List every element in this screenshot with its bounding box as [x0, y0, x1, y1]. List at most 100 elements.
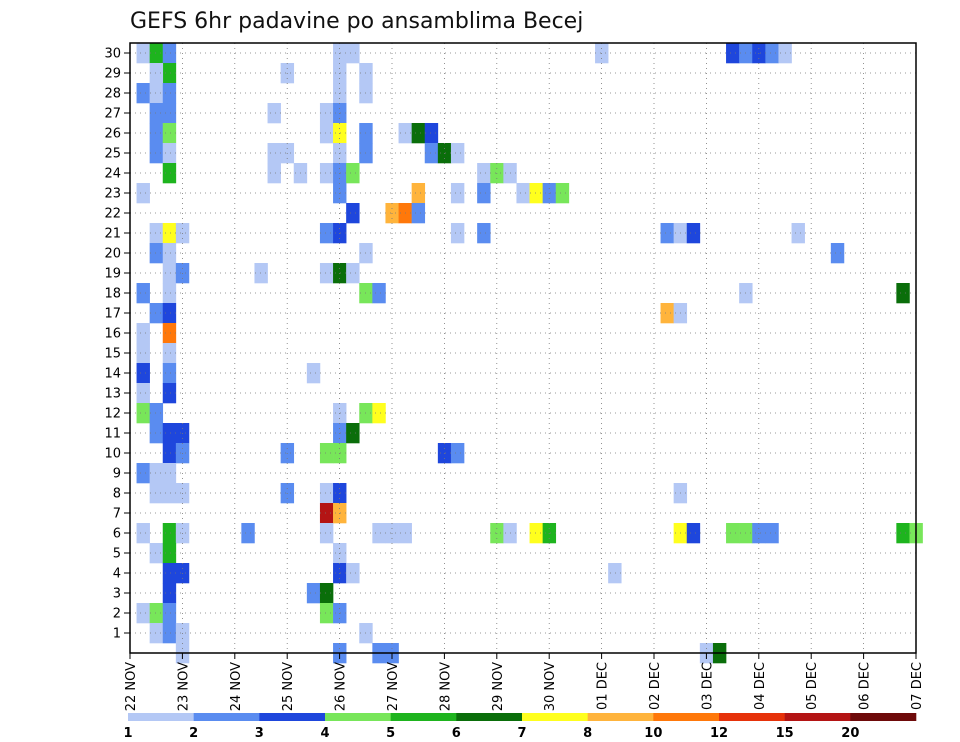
- heatmap-cell: [162, 103, 177, 124]
- y-tick-label: 1: [113, 627, 121, 642]
- x-tick-label: 07 DEC: [910, 662, 925, 710]
- x-tick-label: 29 NOV: [491, 662, 506, 711]
- heatmap-cell: [267, 103, 281, 124]
- y-tick-label: 24: [104, 167, 121, 182]
- heatmap-cell: [162, 323, 177, 344]
- heatmap-cell: [477, 183, 491, 204]
- legend-swatch: [325, 713, 391, 721]
- heatmap-cell: [149, 63, 164, 84]
- heatmap-cell: [319, 123, 334, 144]
- y-tick-label: 28: [104, 87, 121, 102]
- heatmap-cell: [136, 343, 150, 364]
- heatmap-cell: [306, 583, 321, 604]
- heatmap-cell: [162, 383, 177, 404]
- legend-label: 1: [123, 726, 132, 741]
- heatmap-cell: [319, 263, 334, 284]
- heatmap-cell: [830, 243, 845, 264]
- x-tick-label: 01 DEC: [596, 662, 611, 710]
- heatmap-cell: [319, 103, 334, 124]
- legend-label: 3: [255, 726, 264, 741]
- heatmap-cell: [149, 143, 164, 164]
- heatmap-cell: [319, 443, 334, 464]
- heatmap-cell: [149, 223, 164, 244]
- heatmap-cell: [346, 43, 360, 64]
- heatmap-cell: [162, 463, 177, 484]
- legend-swatch: [456, 713, 523, 721]
- y-tick-label: 3: [113, 587, 121, 602]
- heatmap-cell: [267, 163, 281, 184]
- heatmap-cell: [791, 223, 805, 244]
- heatmap-cell: [136, 603, 150, 624]
- heatmap-cell: [319, 503, 334, 524]
- heatmap-cell: [529, 183, 543, 204]
- heatmap-cell: [136, 183, 150, 204]
- heatmap-cell: [660, 303, 674, 324]
- heatmap-cell: [162, 443, 177, 464]
- legend-label: 15: [776, 726, 794, 741]
- heatmap-cell: [162, 143, 177, 164]
- heatmap-cell: [765, 523, 779, 544]
- x-axis: 22 NOV 23 NOV 24 NOV 25 NOV 26 NOV 27 NOV 28 N…: [124, 653, 925, 711]
- legend-swatch: [850, 713, 917, 721]
- heatmap-cell: [162, 43, 177, 64]
- y-tick-label: 4: [113, 567, 121, 582]
- y-tick-label: 5: [113, 547, 121, 562]
- legend-label: 5: [386, 726, 395, 741]
- heatmap-cell: [726, 523, 740, 544]
- plot-frame: [129, 42, 917, 654]
- y-tick-label: 18: [104, 287, 121, 302]
- heatmap-cell: [424, 143, 439, 164]
- heatmap-cell: [686, 523, 701, 544]
- heatmap-cell: [149, 403, 164, 424]
- legend-swatch: [587, 713, 654, 721]
- legend-swatch: [193, 713, 260, 721]
- legend-label: 20: [841, 726, 859, 741]
- grid-lines: [130, 43, 916, 653]
- heatmap-cell: [136, 83, 150, 104]
- legend-swatch: [653, 713, 720, 721]
- heatmap-cell: [149, 483, 164, 504]
- heatmap-cell: [555, 183, 570, 204]
- heatmap-cell: [726, 43, 740, 64]
- x-tick-label: 03 DEC: [700, 662, 715, 710]
- heatmap-cell: [162, 483, 177, 504]
- heatmap-cell: [149, 623, 164, 644]
- heatmap-cell: [149, 83, 164, 104]
- heatmap-cell: [450, 443, 465, 464]
- y-tick-label: 10: [104, 447, 121, 462]
- x-tick-label: 24 NOV: [229, 662, 244, 711]
- heatmap-cell: [149, 43, 164, 64]
- heatmap-cell: [162, 623, 177, 644]
- heatmap-cell: [319, 163, 334, 184]
- heatmap-cell: [149, 603, 164, 624]
- legend-swatch: [522, 713, 588, 721]
- x-tick-label: 23 NOV: [176, 662, 191, 711]
- heatmap-cell: [149, 243, 164, 264]
- heatmap-cell: [319, 523, 334, 544]
- heatmap-cell: [162, 343, 177, 364]
- heatmap-cell: [136, 523, 150, 544]
- x-tick-label: 06 DEC: [858, 662, 873, 710]
- heatmap-cell: [149, 103, 164, 124]
- x-tick-label: 30 NOV: [543, 662, 558, 711]
- heatmap-cell: [162, 563, 177, 584]
- heatmap-cell: [529, 523, 543, 544]
- x-tick-label: 28 NOV: [438, 662, 453, 711]
- heatmap-cell: [686, 223, 701, 244]
- y-tick-label: 19: [104, 267, 121, 282]
- heatmap-cell: [450, 183, 465, 204]
- heatmap-cell: [608, 563, 622, 584]
- heatmap-cell: [162, 583, 177, 604]
- heatmap-cell: [136, 383, 150, 404]
- y-tick-label: 21: [104, 227, 121, 242]
- legend-label: 4: [320, 726, 329, 741]
- heatmap-cell: [411, 183, 426, 204]
- heatmap-cell: [765, 43, 779, 64]
- y-tick-label: 23: [104, 187, 121, 202]
- y-tick-label: 9: [113, 467, 121, 482]
- heatmap-cell: [162, 283, 177, 304]
- y-axis: 1234567891011121314151617181920212223242…: [104, 47, 130, 642]
- heatmap-cell: [450, 143, 465, 164]
- legend-swatch: [719, 713, 785, 721]
